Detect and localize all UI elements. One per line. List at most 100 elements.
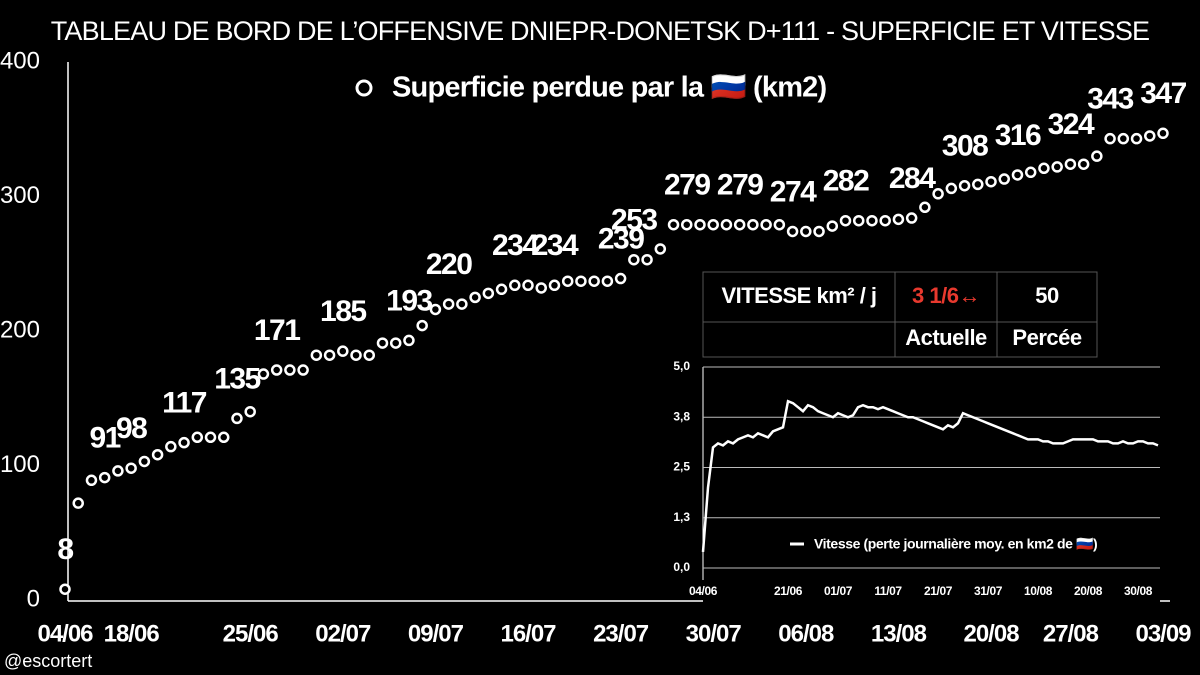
x-tick-label: 04/06 [689,584,718,598]
x-tick-label: 09/07 [408,620,464,647]
data-label: 279 [664,169,710,202]
current-speed: 3 1/6↔ [912,283,980,308]
data-point [363,349,376,361]
data-point [667,218,680,231]
data-point [747,218,759,231]
data-point [442,298,455,310]
data-label: 91 [89,422,120,455]
data-point [1144,130,1156,142]
x-tick-label: 13/08 [871,620,927,647]
data-point [284,364,296,376]
data-label: 279 [717,169,763,202]
y-tick-label: 0 [27,585,40,612]
data-point [217,431,230,444]
data-label: 135 [214,362,260,395]
data-point [178,436,190,449]
x-tick-label: 20/08 [963,620,1019,647]
data-point [231,412,243,425]
data-point [972,178,984,191]
data-point [839,214,852,227]
data-point [707,218,719,231]
data-label: 343 [1087,83,1133,116]
x-tick-label: 06/08 [778,620,834,647]
data-label: 117 [162,387,207,420]
data-label: 220 [426,248,472,281]
data-point [270,364,283,376]
data-point [1157,127,1169,140]
data-point [601,275,614,287]
x-tick-label: 20/08 [1074,584,1103,598]
x-tick-label: 11/07 [874,584,902,598]
data-label: 8 [57,533,73,566]
data-point [138,455,151,468]
y-tick-label: 400 [0,47,40,74]
x-tick-label: 04/06 [37,620,93,647]
data-label: 274 [770,175,817,208]
data-label: 98 [116,412,147,445]
y-tick-label: 200 [0,316,40,343]
data-point [985,175,997,188]
data-point [575,275,587,287]
data-point [681,218,693,231]
data-point [125,462,137,474]
x-tick-label: 10/08 [1024,584,1053,598]
data-point [98,471,111,484]
y-tick-label: 3,8 [673,409,690,423]
x-tick-label: 21/06 [774,584,803,598]
data-point [614,272,627,285]
data-point [1038,162,1050,175]
data-label: 234 [492,229,539,262]
data-point [958,179,971,192]
data-label: 308 [942,130,988,163]
chart-title: TABLEAU DE BORD DE L’OFFENSIVE DNIEPR-DO… [51,16,1150,46]
data-point [1130,132,1143,145]
y-tick-label: 5,0 [673,359,690,373]
data-label: 282 [823,165,869,198]
data-point [1011,169,1024,181]
data-point [1104,132,1116,145]
data-line [701,399,1159,553]
data-point [813,225,825,238]
inset-legend-label: Vitesse (perte journalière moy. en km2 d… [814,536,1097,552]
credit: @escortert [4,651,92,671]
data-point [112,465,124,477]
x-tick-label: 31/07 [974,584,1003,598]
data-label: 253 [611,204,657,237]
data-point [1077,158,1090,170]
y-tick-label: 100 [0,451,40,478]
data-point [641,253,653,266]
y-tick-label: 1,3 [673,510,690,524]
data-point [165,440,177,453]
data-label: 193 [386,284,432,317]
x-tick-label: 23/07 [593,620,649,647]
data-label: 347 [1140,77,1186,110]
data-point [297,364,309,376]
data-point [310,349,323,361]
data-point [919,201,931,214]
data-point [905,212,918,224]
data-point [59,583,71,595]
data-point [826,220,839,232]
data-point [628,253,640,266]
data-point [654,243,667,255]
data-point [456,298,468,310]
data-point [522,279,534,292]
x-tick-label: 03/09 [1135,620,1191,647]
x-tick-label: 02/07 [315,620,371,647]
data-point [1024,166,1037,179]
data-label: 316 [995,119,1041,152]
data-point [204,431,217,444]
data-label: 234 [532,229,579,262]
data-point [733,218,746,231]
data-point [429,303,442,316]
data-point [495,283,508,296]
data-point [588,275,600,287]
data-point [786,225,799,238]
data-point [773,218,786,231]
data-point [509,279,521,292]
data-point [416,319,428,332]
speed-table [702,271,1098,358]
data-label: 185 [320,295,366,328]
data-point [945,182,958,195]
